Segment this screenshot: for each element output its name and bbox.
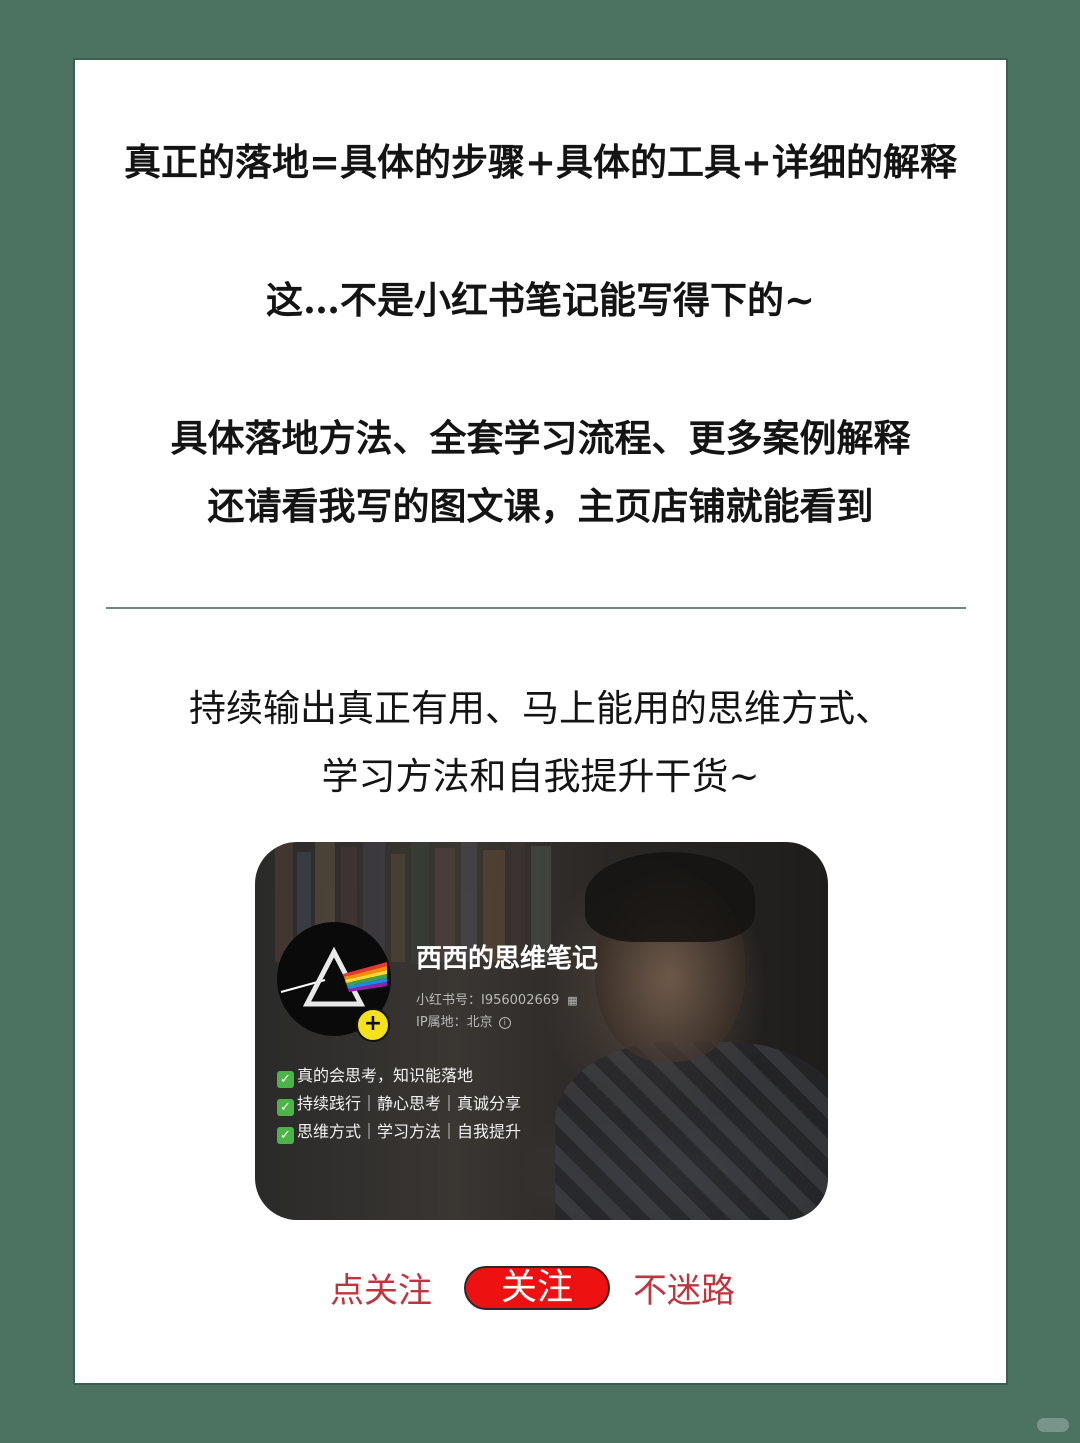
person-shirt	[555, 1042, 828, 1220]
prism-icon	[280, 946, 387, 1007]
info-icon[interactable]: i	[498, 1017, 511, 1029]
text-line-4: 还请看我写的图文课，主页店铺就能看到	[207, 484, 874, 528]
profile-card[interactable]: + 西西的思维笔记 小红书号：I956002669 ▦ IP属地：北京 i ✓ 真的会…	[255, 842, 828, 1220]
bio-line: ✓ 真的会思考，知识能落地	[277, 1062, 473, 1088]
cta-left-text: 点关注	[330, 1271, 432, 1311]
avatar[interactable]	[277, 922, 391, 1036]
divider	[106, 607, 966, 609]
check-icon: ✓	[277, 1071, 294, 1088]
bookshelf-background	[275, 842, 551, 967]
watermark	[1037, 1418, 1069, 1432]
bio-text: 思维方式｜学习方法｜自我提升	[297, 1122, 522, 1141]
text-line-2: 这…不是小红书笔记能写得下的~	[265, 278, 815, 322]
text-line-6: 学习方法和自我提升干货~	[321, 755, 760, 798]
text-line-5: 持续输出真正有用、马上能用的思维方式、	[189, 687, 892, 730]
check-icon: ✓	[277, 1127, 294, 1144]
profile-id: 小红书号：I956002669	[416, 993, 560, 1008]
check-icon: ✓	[277, 1099, 294, 1116]
profile-ip: IP属地：北京	[416, 1015, 493, 1030]
person-hair	[585, 852, 755, 942]
profile-id-row: 小红书号：I956002669 ▦	[416, 989, 578, 1008]
headline: 真正的落地=具体的步骤+具体的工具+详细的解释	[123, 140, 957, 184]
cta-right-text: 不迷路	[633, 1271, 735, 1311]
bio-text: 真的会思考，知识能落地	[297, 1066, 474, 1085]
follow-button[interactable]: 关注	[464, 1266, 610, 1310]
profile-ip-row: IP属地：北京 i	[416, 1011, 511, 1030]
text-line-3: 具体落地方法、全套学习流程、更多案例解释	[170, 416, 911, 460]
follow-plus-icon[interactable]: +	[356, 1008, 390, 1042]
bio-text: 持续践行｜静心思考｜真诚分享	[297, 1094, 522, 1113]
content-card: 真正的落地=具体的步骤+具体的工具+详细的解释 这…不是小红书笔记能写得下的~ …	[73, 58, 1008, 1385]
qr-code-icon[interactable]: ▦	[567, 994, 578, 1007]
bio-line: ✓ 持续践行｜静心思考｜真诚分享	[277, 1090, 521, 1116]
bio-line: ✓ 思维方式｜学习方法｜自我提升	[277, 1118, 521, 1144]
profile-name: 西西的思维笔记	[416, 944, 599, 974]
